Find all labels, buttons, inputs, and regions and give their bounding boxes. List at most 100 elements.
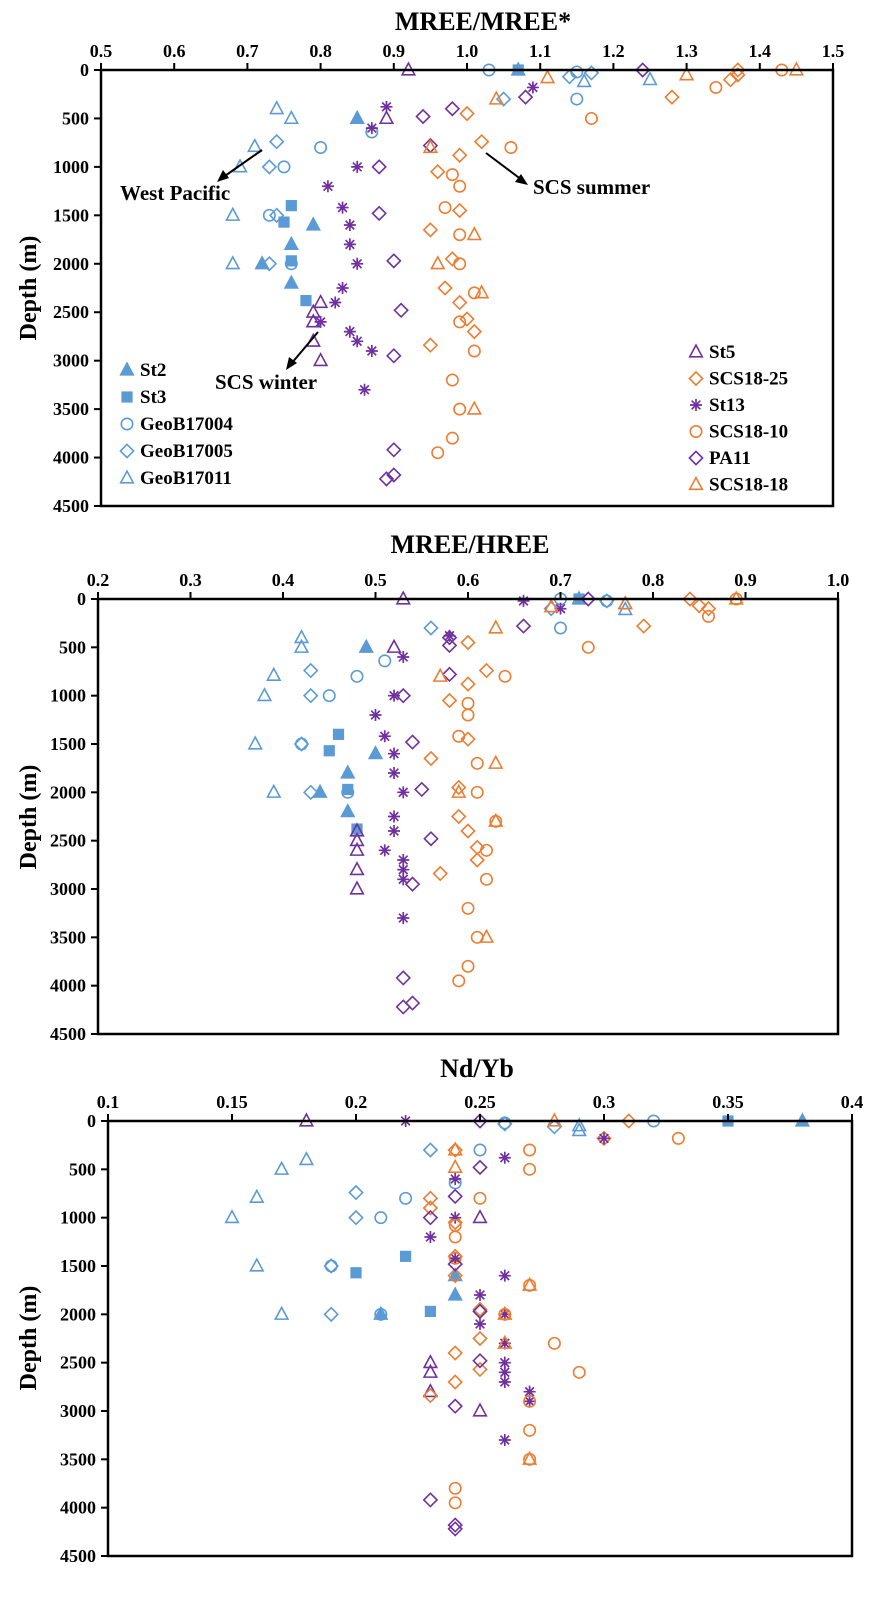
point-scs18-25 xyxy=(459,105,475,122)
point-scs18-25 xyxy=(472,1361,488,1378)
point-scs18-25 xyxy=(441,692,458,709)
panel-title: Nd/Yb xyxy=(440,1054,514,1083)
point-scs18-25 xyxy=(700,600,717,617)
y-tick-label: 4500 xyxy=(53,496,89,516)
point-geob17011 xyxy=(283,109,299,125)
point-scs18-25 xyxy=(469,852,485,868)
point-geob17011 xyxy=(225,206,241,221)
point-scs18-25 xyxy=(432,865,448,882)
point-geob17004 xyxy=(350,669,364,683)
point-scs18-25 xyxy=(682,591,698,607)
y-tick-label: 3000 xyxy=(53,351,89,371)
point-scs18-10 xyxy=(470,785,484,799)
point-st13 xyxy=(397,786,410,799)
point-st2 xyxy=(447,1286,463,1301)
point-geob17011 xyxy=(273,1305,290,1320)
point-st13 xyxy=(397,873,410,886)
point-st13 xyxy=(388,825,400,837)
point-pa11 xyxy=(422,1492,439,1508)
axis-ticks xyxy=(101,1114,853,1557)
series-geob17004 xyxy=(262,63,584,271)
legend-label: GeoB17011 xyxy=(140,468,232,489)
point-scs18-10 xyxy=(479,843,493,857)
point-st5 xyxy=(312,352,329,367)
series-pa11 xyxy=(422,1113,488,1537)
point-pa11 xyxy=(447,1256,463,1272)
point-st5 xyxy=(349,832,365,847)
series-st3 xyxy=(278,64,524,307)
data-points xyxy=(224,1112,811,1537)
point-scs18-25 xyxy=(596,1130,612,1147)
point-scs18-25 xyxy=(472,1301,488,1318)
y-tick-label: 1000 xyxy=(60,1208,96,1228)
point-st13 xyxy=(314,315,327,328)
point-scs18-25 xyxy=(473,133,490,150)
point-scs18-25 xyxy=(423,750,439,767)
point-scs18-18 xyxy=(422,138,439,154)
point-st5 xyxy=(305,303,321,318)
y-tick-labels: 0 500 1000 1500 2000 2500 3000 3500 4000 4500 xyxy=(53,60,89,516)
point-st13 xyxy=(336,201,349,214)
series-geob17005 xyxy=(261,65,600,272)
point-pa11 xyxy=(395,687,411,704)
legend-marker-st3 xyxy=(121,391,133,403)
legend-label: St13 xyxy=(709,395,745,416)
point-st13 xyxy=(351,335,364,348)
point-pa11 xyxy=(414,781,430,798)
x-tick-label: 0.5 xyxy=(90,41,113,61)
y-tick-label: 0 xyxy=(87,1111,96,1131)
point-geob17004 xyxy=(284,257,298,271)
x-tick-label: 0.2 xyxy=(345,1092,368,1112)
point-st13 xyxy=(526,81,539,94)
axis-ticks xyxy=(94,63,834,507)
point-st2 xyxy=(349,109,365,125)
point-st3 xyxy=(332,728,345,740)
point-scs18-10 xyxy=(547,1336,561,1350)
x-tick-label: 0.15 xyxy=(216,1092,248,1112)
legend-label: St2 xyxy=(140,360,166,381)
y-tick-label: 2000 xyxy=(60,1304,96,1324)
x-tick-labels: 0.2 0.3 0.4 0.5 0.6 0.7 0.8 0.9 1.0 xyxy=(87,570,850,590)
legend-item-geob17004: GeoB17004 xyxy=(120,414,233,435)
x-tick-label: 1.3 xyxy=(675,41,698,61)
point-st13 xyxy=(498,1151,511,1164)
legend-label: St5 xyxy=(709,342,735,363)
legend-item-scs18-10: SCS18-10 xyxy=(689,422,788,443)
point-geob17011 xyxy=(298,1151,315,1166)
point-st13 xyxy=(343,219,356,232)
point-scs18-10 xyxy=(431,446,445,460)
point-scs18-10 xyxy=(448,1481,462,1495)
x-tick-label: 0.4 xyxy=(841,1092,864,1112)
point-scs18-25 xyxy=(451,779,467,796)
point-geob17005 xyxy=(261,159,278,175)
point-st5 xyxy=(472,1402,488,1417)
point-scs18-25 xyxy=(451,294,468,311)
y-tick-label: 1000 xyxy=(50,686,86,706)
point-st3 xyxy=(285,200,297,212)
point-scs18-25 xyxy=(422,222,439,238)
x-tick-labels: 0.5 0.6 0.7 0.8 0.9 1.0 1.1 1.2 1.3 1.4 1.5 xyxy=(90,41,845,61)
point-pa11 xyxy=(472,1303,488,1320)
point-pa11 xyxy=(634,62,651,78)
point-scs18-10 xyxy=(453,402,467,416)
point-geob17005 xyxy=(546,1119,563,1135)
y-tick-label: 4500 xyxy=(50,1024,86,1044)
point-scs18-18 xyxy=(478,928,495,943)
point-scs18-25 xyxy=(447,1345,463,1361)
x-tick-label: 0.3 xyxy=(179,570,202,590)
x-tick-label: 1.0 xyxy=(827,570,850,590)
point-scs18-18 xyxy=(432,667,448,682)
legend-label: PA11 xyxy=(709,448,751,469)
point-st13 xyxy=(388,767,400,779)
point-scs18-25 xyxy=(451,147,468,163)
point-scs18-25 xyxy=(730,67,746,83)
point-geob17011 xyxy=(576,73,592,88)
x-tick-label: 0.25 xyxy=(464,1092,496,1112)
x-tick-label: 1.4 xyxy=(749,41,772,61)
legend-marker-scs18-25 xyxy=(688,370,704,387)
point-st3 xyxy=(424,1305,437,1318)
point-scs18-10 xyxy=(453,228,467,242)
legend-marker-geob17005 xyxy=(119,443,135,459)
legend-label: St3 xyxy=(140,387,166,408)
